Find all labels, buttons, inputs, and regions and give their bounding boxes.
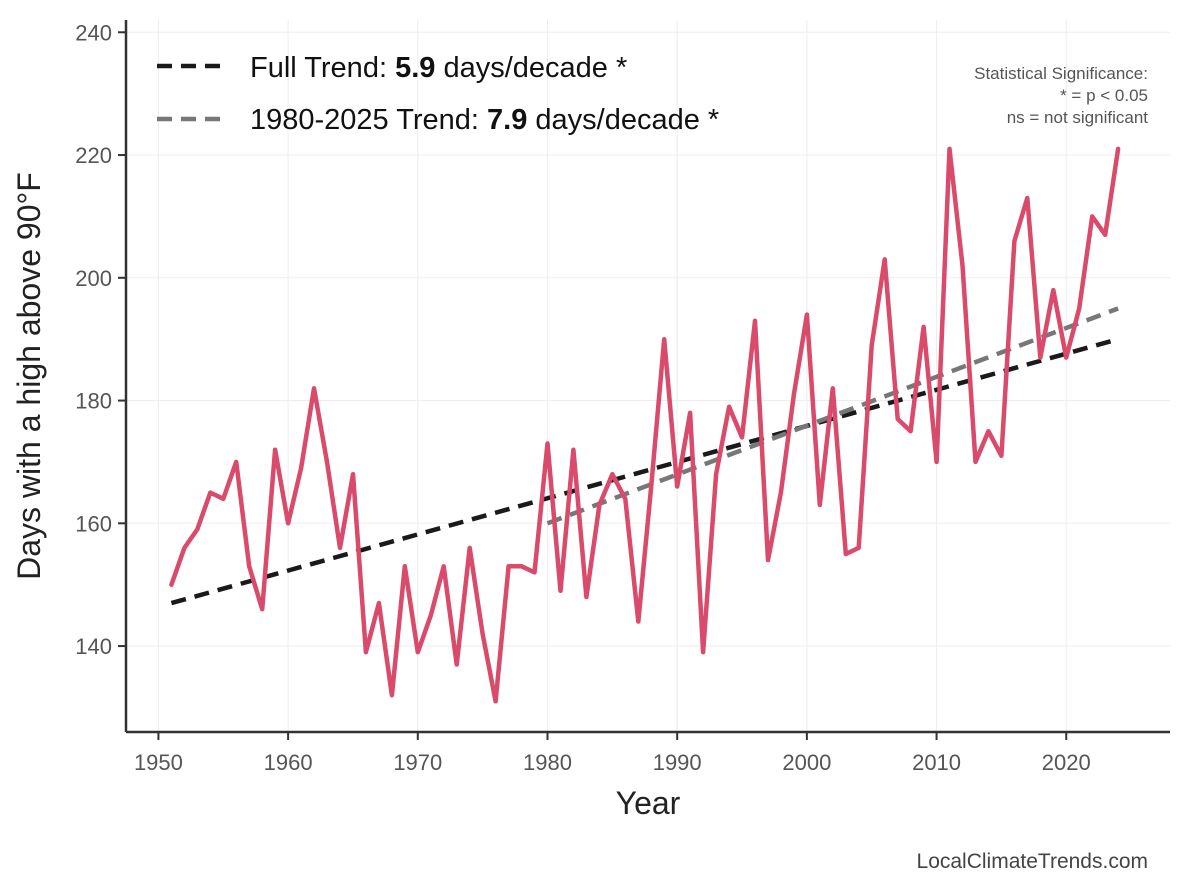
- x-tick-label-2000: 2000: [782, 750, 831, 775]
- y-tick-label-160: 160: [75, 511, 112, 536]
- x-axis-title: Year: [616, 785, 681, 821]
- significance-note-p: * = p < 0.05: [1060, 86, 1148, 105]
- y-tick-label-140: 140: [75, 634, 112, 659]
- y-tick-label-220: 220: [75, 143, 112, 168]
- significance-note-ns: ns = not significant: [1007, 108, 1149, 127]
- x-tick-label-1990: 1990: [653, 750, 702, 775]
- significance-note-title: Statistical Significance:: [974, 64, 1148, 83]
- y-tick-label-240: 240: [75, 20, 112, 45]
- x-tick-label-1980: 1980: [523, 750, 572, 775]
- x-tick-label-1950: 1950: [134, 750, 183, 775]
- legend-label-full-trend: Full Trend: 5.9 days/decade *: [250, 52, 627, 84]
- trend-line-1980-2025: [546, 306, 1119, 526]
- significance-note: Statistical Significance: * = p < 0.05 n…: [974, 64, 1148, 127]
- x-axis-ticks: 1950 1960 1970 1980 1990 2000 2010 2020: [134, 732, 1091, 775]
- series-line-days-above-90f: [169, 146, 1121, 704]
- source-credit: LocalClimateTrends.com: [917, 850, 1148, 873]
- trend-lines: [170, 306, 1119, 606]
- x-tick-label-1960: 1960: [264, 750, 313, 775]
- gridlines: [126, 20, 1170, 732]
- trend-line-full: [170, 337, 1119, 606]
- y-tick-label-200: 200: [75, 266, 112, 291]
- y-axis-ticks: 140 160 180 200 220 240: [75, 20, 126, 659]
- y-tick-label-180: 180: [75, 389, 112, 414]
- y-axis-title: Days with a high above 90°F: [11, 172, 47, 580]
- legend-label-1980-2025-trend: 1980-2025 Trend: 7.9 days/decade *: [250, 104, 719, 136]
- x-tick-label-2020: 2020: [1042, 750, 1091, 775]
- x-tick-label-2010: 2010: [912, 750, 961, 775]
- axes: [124, 20, 1170, 734]
- legend: Full Trend: 5.9 days/decade * 1980-2025 …: [157, 52, 719, 136]
- x-tick-label-1970: 1970: [393, 750, 442, 775]
